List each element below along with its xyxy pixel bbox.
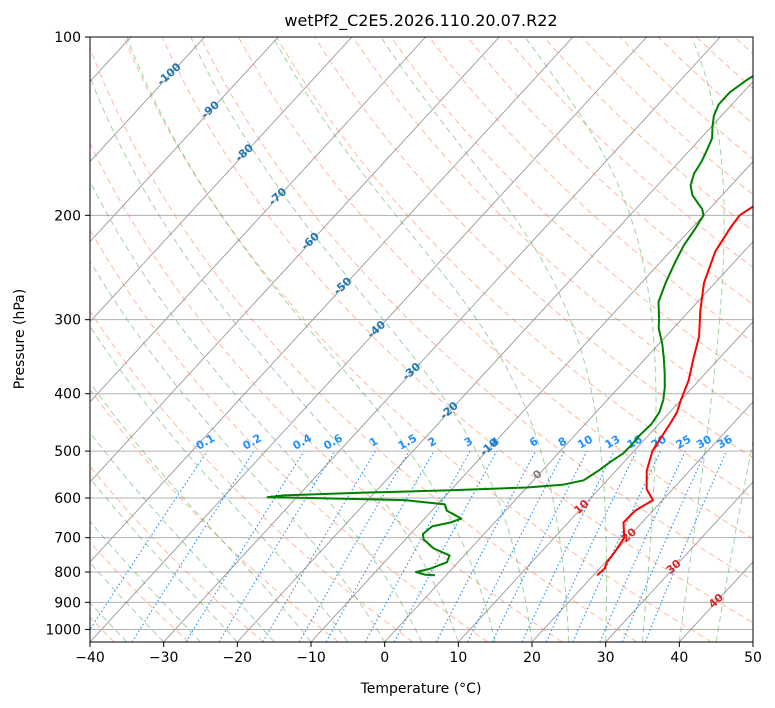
dry-adiabat (314, 37, 753, 459)
y-tick-label: 100 (54, 30, 81, 46)
moist-adiabat (126, 37, 496, 642)
isotherm-line (90, 37, 205, 163)
mixing-ratio-line (644, 450, 728, 642)
dry-adiabat (123, 37, 712, 642)
isotherm-line (0, 37, 57, 642)
y-axis-label: Pressure (hPa) (12, 289, 28, 389)
dry-adiabat (90, 465, 264, 642)
y-tick-label: 900 (54, 595, 81, 611)
isotherm-line (90, 37, 353, 323)
x-tick-label: 30 (597, 650, 615, 666)
isotherm-line (90, 37, 647, 642)
skewed-isotherms (0, 37, 753, 642)
x-tick-label: −40 (75, 650, 105, 666)
y-tick-label: 400 (54, 387, 81, 403)
isotherm-line (531, 401, 753, 642)
dry-adiabat (199, 37, 753, 581)
moist-adiabat (524, 37, 657, 642)
dry-adiabat (90, 228, 488, 642)
mixing-ratio-line (364, 450, 471, 642)
mixing-ratio-line (599, 450, 686, 642)
dry-adiabat (276, 37, 753, 499)
y-tick-label: 200 (54, 208, 81, 224)
mixing-ratio-line (467, 450, 565, 642)
y-tick-label: 800 (54, 565, 81, 581)
y-tick-label: 700 (54, 531, 81, 547)
isotherm-line (752, 641, 753, 642)
dry-adiabat (237, 37, 753, 540)
mixing-ratio-line (393, 450, 498, 642)
mixing-ratio-line (131, 450, 255, 642)
x-axis-label: Temperature (°C) (360, 681, 482, 697)
isotherm-line (237, 80, 753, 642)
moist-adiabat (715, 438, 753, 642)
y-tick-label: 300 (54, 313, 81, 329)
moist-adiabat (272, 37, 570, 642)
x-tick-label: 40 (670, 650, 688, 666)
y-axis-ticks: 100 200 300 400 500 600 700 800 900 1000 (45, 30, 90, 638)
temperature-profile (596, 205, 753, 576)
moist-adiabat (190, 37, 533, 642)
moist-adiabats (90, 37, 753, 642)
moist-adiabat (90, 325, 349, 642)
mixing-ratio-line (325, 450, 435, 642)
x-tick-label: 50 (744, 650, 762, 666)
mixing-ratio-line (90, 450, 208, 631)
moist-adiabat (90, 75, 459, 642)
dry-adiabat (428, 37, 753, 343)
plot-frame (89, 36, 754, 643)
x-tick-label: −30 (149, 650, 179, 666)
isotherm-line (384, 240, 753, 642)
mixing-ratio-line (621, 450, 707, 642)
x-tick-label: −10 (296, 650, 326, 666)
chart-title: wetPf2_C2E5.2026.110.20.07.R22 (284, 11, 557, 31)
y-tick-label: 500 (54, 444, 81, 460)
moist-adiabat (380, 37, 608, 642)
isotherm-line (163, 37, 721, 642)
dry-adiabat (90, 142, 563, 642)
dry-adiabat (90, 541, 190, 642)
mixing-ratio-line (491, 450, 588, 642)
isotherm-line (605, 481, 753, 642)
isotherm-line (90, 37, 574, 563)
y-tick-label: 1000 (45, 622, 81, 638)
isotherm-line (90, 37, 500, 483)
dry-adiabat (161, 37, 753, 624)
dry-adiabats (90, 37, 753, 642)
x-tick-label: −20 (223, 650, 253, 666)
isotherm-line (90, 37, 279, 243)
x-axis-ticks: −40 −30 −20 −10 0 10 20 30 40 50 (75, 642, 762, 666)
moist-adiabat (678, 37, 725, 642)
y-tick-label: 600 (54, 491, 81, 507)
sounding-profiles (266, 74, 753, 577)
dry-adiabat (390, 37, 753, 381)
x-tick-label: 10 (449, 650, 467, 666)
isotherm-line (90, 37, 426, 403)
dry-adiabat (352, 37, 753, 420)
dry-adiabat (90, 46, 638, 642)
x-tick-label: 0 (380, 650, 389, 666)
mixing-ratio-line (185, 450, 305, 642)
x-tick-label: 20 (523, 650, 541, 666)
dewpoint-profile (266, 74, 753, 577)
moist-adiabat (90, 180, 422, 642)
moist-adiabat (90, 381, 312, 642)
isotherm-line (458, 321, 753, 642)
